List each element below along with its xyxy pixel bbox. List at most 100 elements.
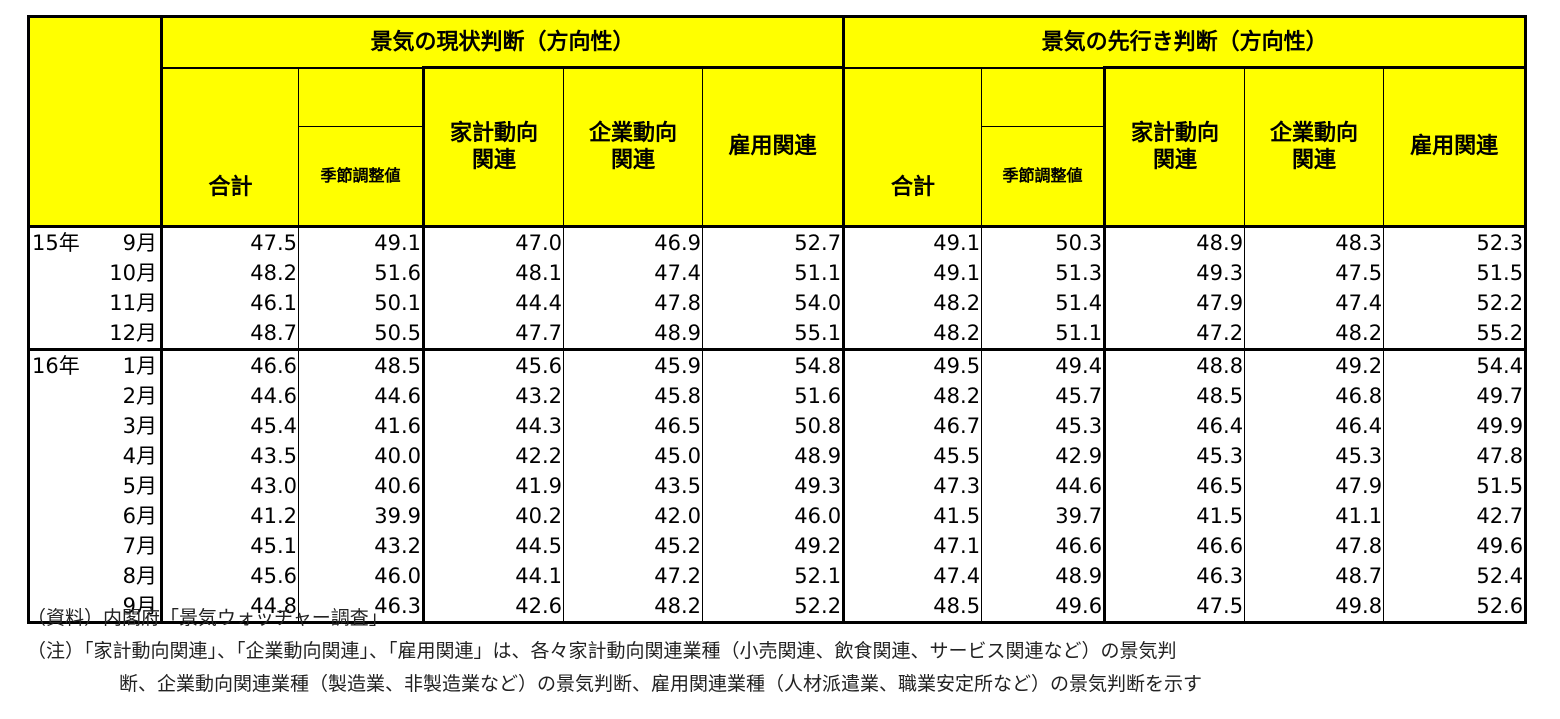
table-body: 15年 9月 47.5 49.1 47.0 46.9 52.7 49.1 50.3 48.9 48.…	[27, 224, 1528, 624]
table-row: 7月 45.1 43.2 44.5 45.2 49.2 47.1 46.6 46.6 47.8 49…	[27, 530, 1528, 561]
table-cell: 45.9	[563, 347, 703, 381]
household-line1: 家計動向	[1131, 120, 1220, 146]
table-cell: 39.7	[981, 500, 1106, 531]
table-cell: 49.1	[842, 257, 983, 288]
table-cell: 48.9	[701, 440, 845, 471]
row-month: 12月	[109, 320, 157, 345]
table-cell: 40.2	[422, 500, 564, 531]
table-cell: 45.6	[422, 347, 564, 381]
table-cell: 49.1	[842, 224, 983, 258]
row-label: 8月	[27, 560, 162, 591]
table-cell: 46.3	[298, 590, 424, 624]
table-cell: 48.8	[1103, 347, 1246, 381]
table-cell: 49.4	[981, 347, 1106, 381]
table-cell: 51.5	[1383, 257, 1528, 288]
business-line2: 関連	[1292, 147, 1337, 173]
row-month: 1月	[122, 353, 157, 378]
table-cell: 43.5	[563, 470, 703, 501]
table-cell: 41.2	[160, 500, 299, 531]
table-cell: 42.6	[422, 590, 564, 624]
row-month: 6月	[122, 503, 157, 528]
table-cell: 46.6	[1103, 530, 1246, 561]
table-cell: 40.0	[298, 440, 424, 471]
row-label: 6月	[27, 500, 162, 531]
table-cell: 41.5	[842, 500, 983, 531]
corner-cell-lower	[27, 67, 162, 227]
col-current-seasonal: 季節調整値	[298, 126, 424, 227]
table-cell: 50.3	[981, 224, 1106, 258]
table-cell: 49.2	[1244, 347, 1385, 381]
table-cell: 41.1	[1244, 500, 1385, 531]
table-cell: 46.5	[1103, 470, 1246, 501]
household-line1: 家計動向	[449, 120, 538, 146]
table-cell: 46.6	[160, 347, 299, 381]
table-cell: 51.1	[981, 317, 1106, 349]
table-cell: 43.0	[160, 470, 299, 501]
business-line2: 関連	[610, 147, 655, 173]
row-month: 8月	[122, 563, 157, 588]
table-cell: 48.7	[1244, 560, 1385, 591]
row-month: 9月	[122, 230, 157, 255]
table-cell: 48.9	[981, 560, 1106, 591]
table-cell: 45.3	[981, 410, 1106, 441]
table-row: 3月 45.4 41.6 44.3 46.5 50.8 46.7 45.3 46.4 46.4 49…	[27, 410, 1528, 441]
col-current-total: 合計	[160, 67, 299, 227]
table-cell: 51.5	[1383, 470, 1528, 501]
table-cell: 49.7	[1383, 380, 1528, 411]
row-month: 2月	[122, 383, 157, 408]
table-cell: 47.9	[1103, 287, 1246, 318]
table-cell: 42.2	[422, 440, 564, 471]
table-cell: 47.5	[1244, 257, 1385, 288]
table-cell: 48.2	[160, 257, 299, 288]
row-month: 4月	[122, 443, 157, 468]
table-cell: 45.6	[160, 560, 299, 591]
corner-cell	[27, 15, 162, 68]
table-cell: 50.1	[298, 287, 424, 318]
table-cell: 47.8	[1383, 440, 1528, 471]
group-outlook-header: 景気の先行き判断（方向性）	[842, 15, 1528, 69]
table-cell: 43.5	[160, 440, 299, 471]
row-label: 15年 9月	[27, 224, 162, 258]
table-cell: 49.2	[701, 530, 845, 561]
table-cell: 52.2	[1383, 287, 1528, 318]
col-outlook-total: 合計	[842, 67, 983, 227]
table-cell: 55.1	[701, 317, 845, 349]
table-cell: 47.2	[563, 560, 703, 591]
table-cell: 48.2	[1244, 317, 1385, 349]
row-label: 12月	[27, 317, 162, 349]
table-cell: 49.3	[1103, 257, 1246, 288]
row-month: 9月	[122, 593, 157, 618]
table-cell: 46.5	[563, 410, 703, 441]
table-cell: 47.3	[842, 470, 983, 501]
table-cell: 48.2	[563, 590, 703, 624]
table-cell: 46.0	[701, 500, 845, 531]
col-outlook-seasonal: 季節調整値	[981, 126, 1106, 227]
row-month: 5月	[122, 473, 157, 498]
table-cell: 48.2	[842, 287, 983, 318]
table-cell: 48.5	[842, 590, 983, 624]
table-row: 10月 48.2 51.6 48.1 47.4 51.1 49.1 51.3 49.3 47.5 5…	[27, 257, 1528, 288]
table-cell: 45.8	[563, 380, 703, 411]
table-cell: 46.8	[1244, 380, 1385, 411]
row-label: 5月	[27, 470, 162, 501]
table-row: 6月 41.2 39.9 40.2 42.0 46.0 41.5 39.7 41.5 41.1 42…	[27, 500, 1528, 531]
watcher-survey-table: 景気の現状判断（方向性） 景気の先行き判断（方向性） 合計 家計動向 関連 企業…	[27, 15, 1528, 624]
group-current-header: 景気の現状判断（方向性）	[159, 15, 845, 69]
notes: （資料）内閣府「景気ウォッチャー調査」 （注）「家計動向関連」、「企業動向関連」…	[27, 602, 1202, 701]
row-label: 2月	[27, 380, 162, 411]
table-cell: 42.9	[981, 440, 1106, 471]
table-cell: 48.2	[842, 317, 983, 349]
row-month: 7月	[122, 533, 157, 558]
row-year: 16年	[32, 353, 80, 378]
table-cell: 47.4	[1244, 287, 1385, 318]
table-cell: 46.7	[842, 410, 983, 441]
table-cell: 47.4	[842, 560, 983, 591]
table-row: 5月 43.0 40.6 41.9 43.5 49.3 47.3 44.6 46.5 47.9 51…	[27, 470, 1528, 501]
table-cell: 48.5	[298, 347, 424, 381]
table-cell: 52.3	[1383, 224, 1528, 258]
table-cell: 47.8	[1244, 530, 1385, 561]
table-cell: 47.7	[422, 317, 564, 349]
footnote-line2: 断、企業動向関連業種（製造業、非製造業など）の景気判断、雇用関連業種（人材派遣業…	[119, 673, 1203, 695]
table-cell: 41.9	[422, 470, 564, 501]
table-cell: 52.4	[1383, 560, 1528, 591]
